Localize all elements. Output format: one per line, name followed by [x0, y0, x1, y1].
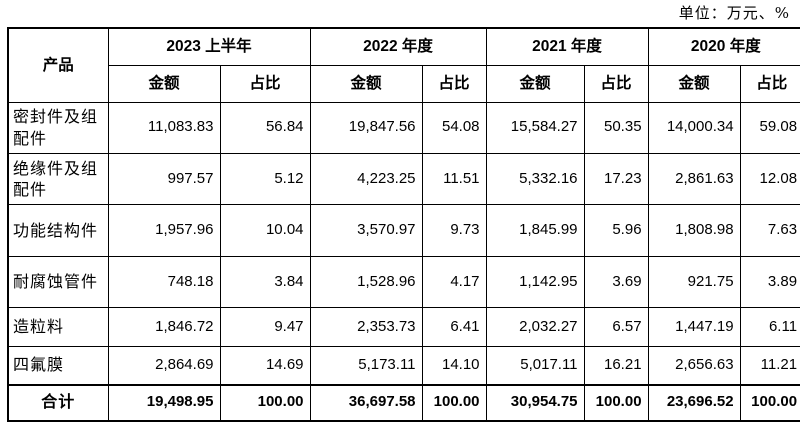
- amount-cell: 5,173.11: [309, 345, 423, 386]
- amount-cell: 2,864.69: [107, 345, 221, 386]
- ratio-cell: 9.73: [421, 204, 487, 257]
- amount-cell: 14,000.34: [647, 101, 741, 154]
- ratio-header: 占比: [739, 64, 800, 103]
- header-row-periods: 产品 2023 上半年 2022 年度 2021 年度 2020 年度: [7, 27, 800, 103]
- ratio-cell: 7.63: [739, 204, 800, 257]
- amount-header: 金额: [647, 64, 741, 103]
- amount-cell: 4,223.25: [309, 152, 423, 206]
- ratio-cell: 14.10: [421, 345, 487, 386]
- amount-cell: 15,584.27: [485, 101, 585, 154]
- amount-cell: 19,847.56: [309, 101, 423, 154]
- amount-cell: 748.18: [107, 255, 221, 309]
- total-ratio-cell: 100.00: [421, 383, 487, 422]
- amount-cell: 2,032.27: [485, 307, 585, 347]
- amount-cell: 1,808.98: [647, 204, 741, 257]
- period-header-2021: 2021 年度: [485, 27, 649, 66]
- ratio-cell: 54.08: [421, 101, 487, 154]
- ratio-cell: 6.41: [421, 307, 487, 347]
- amount-cell: 2,656.63: [647, 345, 741, 386]
- amount-cell: 11,083.83: [107, 101, 221, 154]
- amount-cell: 1,142.95: [485, 255, 585, 309]
- product-name: 造粒料: [7, 307, 109, 347]
- ratio-header: 占比: [583, 64, 649, 103]
- period-header-2023h1: 2023 上半年: [107, 27, 311, 66]
- ratio-cell: 12.08: [739, 152, 800, 206]
- product-name: 功能结构件: [7, 204, 109, 257]
- amount-cell: 921.75: [647, 255, 741, 309]
- ratio-cell: 59.08: [739, 101, 800, 154]
- product-name: 四氟膜: [7, 345, 109, 386]
- ratio-cell: 10.04: [219, 204, 311, 257]
- total-amount-cell: 36,697.58: [309, 383, 423, 422]
- product-name: 绝缘件及组配件: [7, 152, 109, 206]
- amount-cell: 1,845.99: [485, 204, 585, 257]
- table-row: 四氟膜 2,864.69 14.69 5,173.11 14.10 5,017.…: [7, 345, 800, 386]
- ratio-cell: 14.69: [219, 345, 311, 386]
- amount-cell: 2,353.73: [309, 307, 423, 347]
- header-row-metrics: 金额 占比 金额 占比 金额 占比 金额 占比: [8, 64, 800, 103]
- table-row: 密封件及组配件 11,083.83 56.84 19,847.56 54.08 …: [7, 101, 800, 154]
- ratio-header: 占比: [421, 64, 487, 103]
- total-amount-cell: 19,498.95: [107, 383, 221, 422]
- total-ratio-cell: 100.00: [739, 383, 800, 422]
- amount-header: 金额: [107, 64, 221, 103]
- amount-header: 金额: [485, 64, 585, 103]
- table-row: 耐腐蚀管件 748.18 3.84 1,528.96 4.17 1,142.95…: [7, 255, 800, 309]
- ratio-cell: 4.17: [421, 255, 487, 309]
- ratio-cell: 16.21: [583, 345, 649, 386]
- ratio-cell: 17.23: [583, 152, 649, 206]
- ratio-cell: 56.84: [219, 101, 311, 154]
- amount-cell: 997.57: [107, 152, 221, 206]
- ratio-cell: 11.51: [421, 152, 487, 206]
- revenue-by-product-table: 产品 2023 上半年 2022 年度 2021 年度 2020 年度 金额 占…: [7, 27, 800, 422]
- ratio-cell: 5.96: [583, 204, 649, 257]
- total-row: 合计 19,498.95 100.00 36,697.58 100.00 30,…: [7, 383, 800, 422]
- amount-cell: 1,846.72: [107, 307, 221, 347]
- ratio-cell: 9.47: [219, 307, 311, 347]
- amount-header: 金额: [309, 64, 423, 103]
- ratio-cell: 6.11: [739, 307, 800, 347]
- total-ratio-cell: 100.00: [219, 383, 311, 422]
- table-row: 造粒料 1,846.72 9.47 2,353.73 6.41 2,032.27…: [7, 307, 800, 347]
- table-row: 绝缘件及组配件 997.57 5.12 4,223.25 11.51 5,332…: [7, 152, 800, 206]
- period-header-2022: 2022 年度: [309, 27, 487, 66]
- amount-cell: 1,957.96: [107, 204, 221, 257]
- amount-cell: 5,332.16: [485, 152, 585, 206]
- amount-cell: 2,861.63: [647, 152, 741, 206]
- total-amount-cell: 30,954.75: [485, 383, 585, 422]
- amount-cell: 5,017.11: [485, 345, 585, 386]
- ratio-cell: 3.69: [583, 255, 649, 309]
- ratio-cell: 5.12: [219, 152, 311, 206]
- product-name: 耐腐蚀管件: [7, 255, 109, 309]
- unit-label: 单位：万元、%: [678, 4, 790, 22]
- period-header-2020: 2020 年度: [647, 27, 800, 66]
- table-row: 功能结构件 1,957.96 10.04 3,570.97 9.73 1,845…: [7, 204, 800, 257]
- ratio-cell: 3.89: [739, 255, 800, 309]
- amount-cell: 3,570.97: [309, 204, 423, 257]
- ratio-header: 占比: [219, 64, 311, 103]
- total-label: 合计: [7, 383, 109, 422]
- ratio-cell: 6.57: [583, 307, 649, 347]
- ratio-cell: 11.21: [739, 345, 800, 386]
- total-ratio-cell: 100.00: [583, 383, 649, 422]
- ratio-cell: 3.84: [219, 255, 311, 309]
- product-name: 密封件及组配件: [7, 101, 109, 154]
- ratio-cell: 50.35: [583, 101, 649, 154]
- amount-cell: 1,447.19: [647, 307, 741, 347]
- amount-cell: 1,528.96: [309, 255, 423, 309]
- total-amount-cell: 23,696.52: [647, 383, 741, 422]
- product-column-header: 产品: [7, 27, 109, 103]
